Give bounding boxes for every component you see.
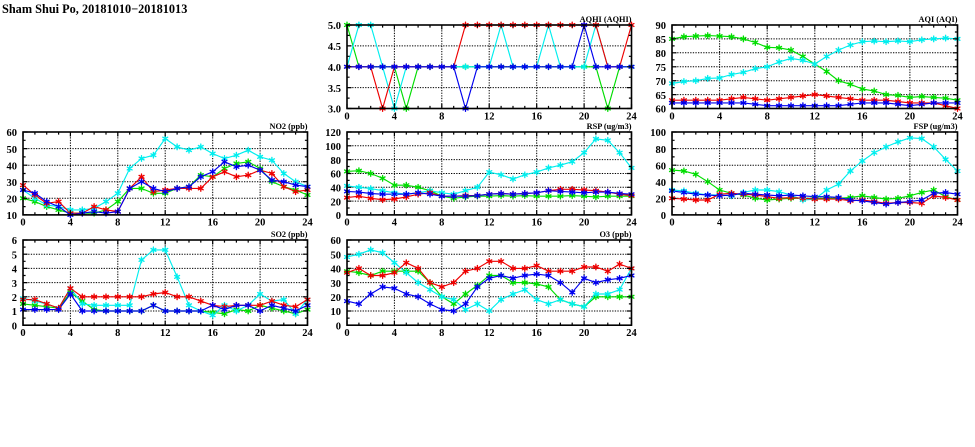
svg-text:0: 0	[336, 211, 341, 222]
svg-text:8: 8	[765, 217, 770, 228]
svg-text:16: 16	[207, 328, 217, 339]
svg-text:4.5: 4.5	[328, 42, 341, 53]
svg-text:0: 0	[12, 321, 17, 332]
svg-text:50: 50	[7, 144, 17, 155]
svg-text:4: 4	[12, 265, 18, 276]
svg-text:70: 70	[656, 77, 667, 88]
svg-text:80: 80	[656, 49, 667, 60]
svg-text:10: 10	[7, 211, 17, 222]
svg-text:40: 40	[7, 161, 17, 172]
svg-text:4: 4	[717, 217, 723, 228]
svg-text:FSP (ug/m3): FSP (ug/m3)	[914, 121, 958, 130]
svg-text:12: 12	[160, 328, 170, 339]
svg-text:24: 24	[952, 217, 963, 228]
svg-text:20: 20	[7, 194, 17, 205]
svg-text:100: 100	[325, 142, 341, 153]
svg-text:20: 20	[331, 293, 341, 304]
svg-text:90: 90	[656, 21, 667, 32]
svg-text:4: 4	[68, 328, 74, 339]
svg-text:AQI (AQI): AQI (AQI)	[919, 15, 958, 24]
svg-text:40: 40	[331, 265, 341, 276]
svg-text:10: 10	[331, 307, 341, 318]
svg-text:4: 4	[392, 328, 398, 339]
svg-text:100: 100	[650, 128, 666, 139]
svg-text:60: 60	[331, 169, 341, 180]
svg-text:30: 30	[331, 279, 341, 290]
svg-text:50: 50	[331, 250, 341, 261]
svg-text:8: 8	[439, 328, 444, 339]
svg-text:5: 5	[12, 250, 17, 261]
svg-text:16: 16	[857, 217, 867, 228]
svg-text:0: 0	[20, 328, 25, 339]
svg-text:0: 0	[661, 211, 666, 222]
svg-text:8: 8	[115, 328, 120, 339]
svg-text:3: 3	[12, 279, 17, 290]
svg-text:RSP (ug/m3): RSP (ug/m3)	[587, 121, 632, 130]
svg-text:AQHI (AQHI): AQHI (AQHI)	[580, 15, 632, 24]
svg-text:6: 6	[12, 236, 17, 247]
svg-text:80: 80	[331, 155, 341, 166]
svg-text:65: 65	[656, 91, 667, 102]
svg-text:1: 1	[12, 307, 17, 318]
svg-text:16: 16	[531, 328, 541, 339]
svg-text:SO2 (ppb): SO2 (ppb)	[271, 230, 308, 239]
svg-text:60: 60	[656, 161, 666, 172]
svg-text:12: 12	[484, 328, 494, 339]
svg-text:60: 60	[656, 105, 667, 116]
svg-text:60: 60	[7, 128, 17, 139]
svg-text:0: 0	[336, 321, 341, 332]
svg-text:85: 85	[656, 35, 667, 46]
svg-text:2: 2	[12, 293, 17, 304]
svg-text:20: 20	[656, 194, 666, 205]
svg-text:75: 75	[656, 63, 667, 74]
svg-text:120: 120	[325, 128, 341, 139]
svg-text:NO2 (ppb): NO2 (ppb)	[270, 121, 308, 130]
svg-text:0: 0	[344, 328, 349, 339]
svg-text:3.0: 3.0	[328, 105, 341, 116]
svg-text:20: 20	[905, 217, 915, 228]
svg-text:0: 0	[669, 217, 674, 228]
svg-text:4.0: 4.0	[328, 63, 341, 74]
svg-text:12: 12	[810, 217, 820, 228]
svg-text:3.5: 3.5	[328, 84, 341, 95]
svg-text:24: 24	[626, 328, 637, 339]
svg-text:60: 60	[331, 236, 341, 247]
svg-text:20: 20	[331, 197, 341, 208]
svg-text:5.0: 5.0	[328, 21, 341, 32]
svg-text:80: 80	[656, 144, 666, 155]
svg-text:O3 (ppb): O3 (ppb)	[599, 230, 631, 239]
svg-text:40: 40	[656, 177, 666, 188]
svg-text:40: 40	[331, 183, 341, 194]
svg-text:30: 30	[7, 177, 17, 188]
svg-text:20: 20	[579, 328, 589, 339]
svg-text:20: 20	[255, 328, 265, 339]
